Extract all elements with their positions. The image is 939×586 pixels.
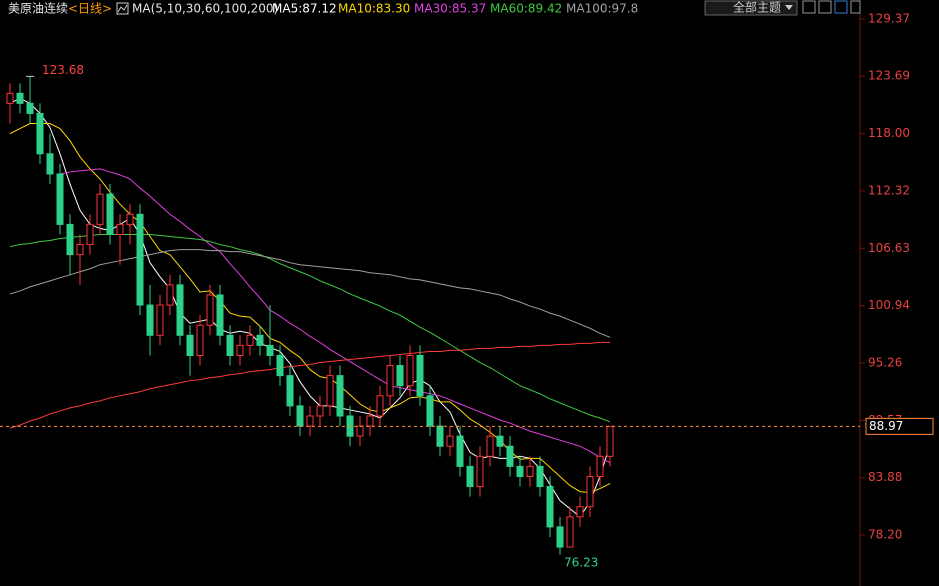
candle-body (306, 415, 314, 427)
candle-body (516, 465, 524, 477)
tool-icon[interactable] (834, 0, 848, 14)
candle-body (16, 92, 24, 104)
candle-body (226, 334, 234, 356)
candle-body (506, 445, 514, 467)
candle-body (236, 344, 244, 356)
candle-body (56, 173, 64, 225)
candle-body (576, 506, 584, 518)
candle-body (206, 294, 214, 326)
dropdown-arrow (785, 5, 793, 10)
candle-body (586, 475, 594, 508)
candle-body (386, 365, 394, 397)
candle-body (276, 354, 284, 377)
candle-body (186, 334, 194, 356)
candle-body (6, 92, 14, 104)
candle-body (596, 455, 604, 477)
candle-body (476, 455, 484, 488)
tool-icon[interactable] (850, 0, 861, 14)
candle-body (416, 354, 424, 397)
candle-body (606, 425, 614, 457)
candle-body (536, 465, 544, 488)
candle-body (136, 213, 144, 306)
candle-body (326, 375, 334, 407)
candle-body (156, 304, 164, 336)
candle-body (266, 344, 274, 356)
period: <日线> (68, 2, 112, 16)
low-annotation: 76.23 (564, 555, 598, 569)
candle-body (86, 223, 94, 246)
candle-body (396, 365, 404, 387)
y-tick-label: 95.26 (868, 355, 902, 369)
candle-body (126, 213, 134, 225)
candle-body (96, 193, 104, 225)
legend-entry: MA10:83.30 (338, 2, 410, 16)
candle-body (526, 465, 534, 477)
candle-body (296, 405, 304, 427)
last-price-label: 88.97 (869, 419, 903, 433)
candle-body (316, 405, 324, 417)
candle-body (546, 486, 554, 528)
candle-body (336, 375, 344, 417)
y-tick-label: 106.63 (868, 241, 910, 255)
legend-entry: MA60:89.42 (490, 2, 562, 16)
y-tick-label: 100.94 (868, 298, 910, 312)
legend-entry: MA100:97.8 (566, 2, 638, 16)
candle-body (46, 153, 54, 175)
candle-body (406, 354, 414, 387)
y-tick-label: 118.00 (868, 126, 910, 140)
candle-body (456, 435, 464, 467)
ma-line (9, 341, 610, 429)
tool-icon[interactable] (818, 0, 832, 14)
candle-body (116, 223, 124, 235)
candle-body (436, 425, 444, 447)
candle-body (66, 223, 74, 256)
candle-body (496, 435, 504, 447)
candle-body (196, 324, 204, 356)
last-price-box (865, 417, 934, 435)
candle-body (256, 334, 264, 346)
candle-body (216, 294, 224, 336)
candle-body (356, 425, 364, 437)
y-tick-label: 129.37 (868, 11, 910, 25)
candle-body (466, 465, 474, 488)
candle-body (26, 102, 34, 114)
indicator: MA(5,10,30,60,100,200) (132, 2, 278, 16)
theme-button[interactable] (704, 0, 798, 16)
candle-body (286, 375, 294, 407)
high-annotation: 123.68 (42, 63, 84, 77)
ma-line (9, 249, 611, 338)
y-tick-label: 83.88 (868, 470, 902, 484)
theme-button-label: 全部主题 (733, 0, 781, 15)
legend-entry: MA30:85.37 (414, 2, 486, 16)
candle-body (556, 526, 564, 548)
indicator-icon[interactable] (116, 2, 129, 15)
y-tick-label: 112.32 (868, 183, 910, 197)
candle-body (486, 435, 494, 457)
legend-entry: MA5:87.12 (272, 2, 337, 16)
indicator-icon-glyph (117, 4, 128, 13)
candle-body (376, 395, 384, 417)
candle-body (176, 284, 184, 336)
candle-body (426, 395, 434, 427)
candle-body (166, 284, 174, 306)
candle-body (76, 244, 84, 256)
y-tick-label: 123.69 (868, 69, 910, 83)
chart-title: 美原油连续 (8, 1, 68, 16)
candle-body (246, 334, 254, 346)
y-tick-label: 78.20 (868, 527, 902, 541)
candle-body (36, 112, 44, 155)
tool-icon[interactable] (802, 0, 816, 14)
candle-body (446, 435, 454, 447)
candle-body (366, 415, 374, 427)
candle-body (566, 516, 574, 548)
candle-body (146, 304, 154, 336)
candle-body (106, 193, 114, 235)
